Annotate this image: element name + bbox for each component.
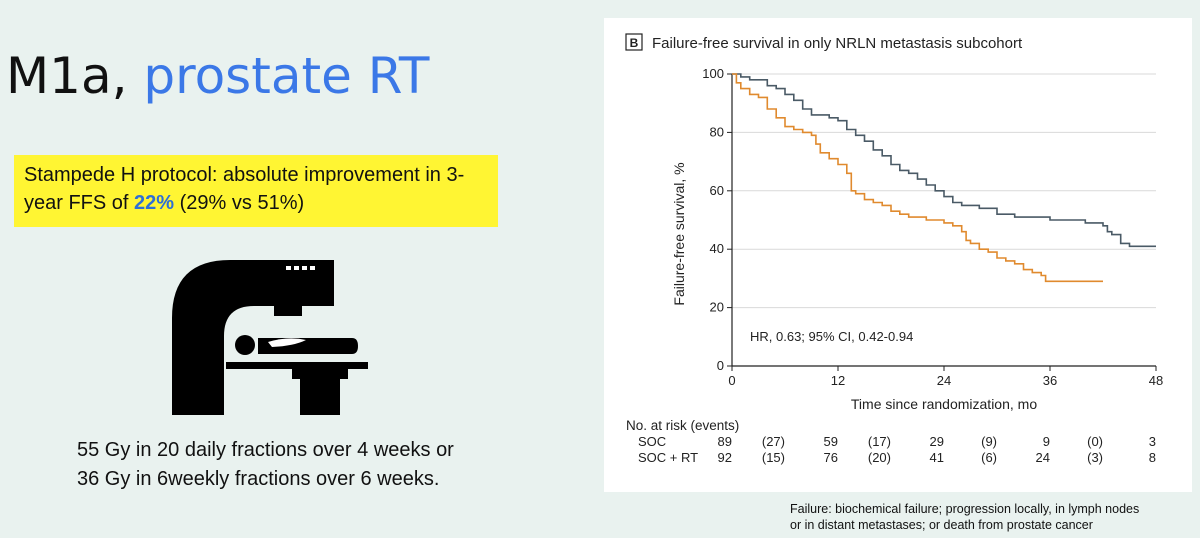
y-tick-label: 20 [710,300,724,315]
dose-fractionation-text: 55 Gy in 20 daily fractions over 4 weeks… [77,436,454,494]
risk-table-header: No. at risk (events) [626,418,739,433]
risk-cell: 8 [1149,450,1156,465]
panel-letter-box [625,33,643,51]
footnote-line-2: or in distant metastases; or death from … [790,518,1093,532]
kaplan-meier-chart: B Failure-free survival in only NRLN met… [625,33,1163,465]
panel-letter: B [630,36,639,50]
risk-cell: 24 [1036,450,1050,465]
y-tick-label: 80 [710,124,724,139]
footnote-line-1: Failure: biochemical failure; progressio… [790,502,1140,516]
risk-cell: (0) [1087,434,1103,449]
y-tick-label: 100 [702,66,724,81]
x-tick-label: 24 [937,373,951,388]
risk-cell: (15) [762,450,785,465]
risk-cell: 41 [930,450,944,465]
highlight-suffix: (29% vs 51%) [179,192,305,214]
risk-cell: 89 [718,434,732,449]
risk-cell: 59 [824,434,838,449]
risk-cell: (6) [981,450,997,465]
survival-curve-1 [732,73,1156,248]
risk-cell: (3) [1087,450,1103,465]
x-tick-label: 36 [1043,373,1057,388]
risk-cell: (17) [868,434,891,449]
dose-line-1: 55 Gy in 20 daily fractions over 4 weeks… [77,439,454,461]
risk-cell: 9 [1043,434,1050,449]
radiotherapy-machine-icon [172,260,368,415]
survival-figure-panel: B Failure-free survival in only NRLN met… [604,18,1192,492]
risk-cell: 92 [718,450,732,465]
y-tick-label: 60 [710,183,724,198]
risk-row-label: SOC + RT [638,450,698,465]
hazard-ratio-annotation: HR, 0.63; 95% CI, 0.42-0.94 [750,329,913,344]
slide-title: M1a, prostate RT [6,48,429,104]
risk-cell: 76 [824,450,838,465]
risk-cell: 3 [1149,434,1156,449]
survival-curve-2 [732,73,1103,283]
highlight-prefix: Stampede H protocol: absolute improvemen… [24,164,465,214]
x-tick-label: 12 [831,373,845,388]
risk-row-label: SOC [638,434,666,449]
slide-title-main: M1a, [6,47,128,105]
x-axis-label: Time since randomization, mo [851,396,1037,412]
y-tick-label: 0 [717,358,724,373]
y-axis-label: Failure-free survival, % [671,162,687,305]
highlight-percentage: 22% [134,192,175,214]
x-tick-label: 0 [728,373,735,388]
highlight-callout: Stampede H protocol: absolute improvemen… [14,155,498,227]
risk-cell: (27) [762,434,785,449]
failure-definition-footnote: Failure: biochemical failure; progressio… [790,501,1139,533]
x-tick-label: 48 [1149,373,1163,388]
y-tick-label: 40 [710,241,724,256]
risk-cell: (20) [868,450,891,465]
chart-title: Failure-free survival in only NRLN metas… [652,35,1023,52]
risk-cell: 29 [930,434,944,449]
dose-line-2: 36 Gy in 6weekly fractions over 6 weeks. [77,468,440,490]
risk-cell: (9) [981,434,997,449]
slide-title-accent: prostate RT [143,47,430,105]
